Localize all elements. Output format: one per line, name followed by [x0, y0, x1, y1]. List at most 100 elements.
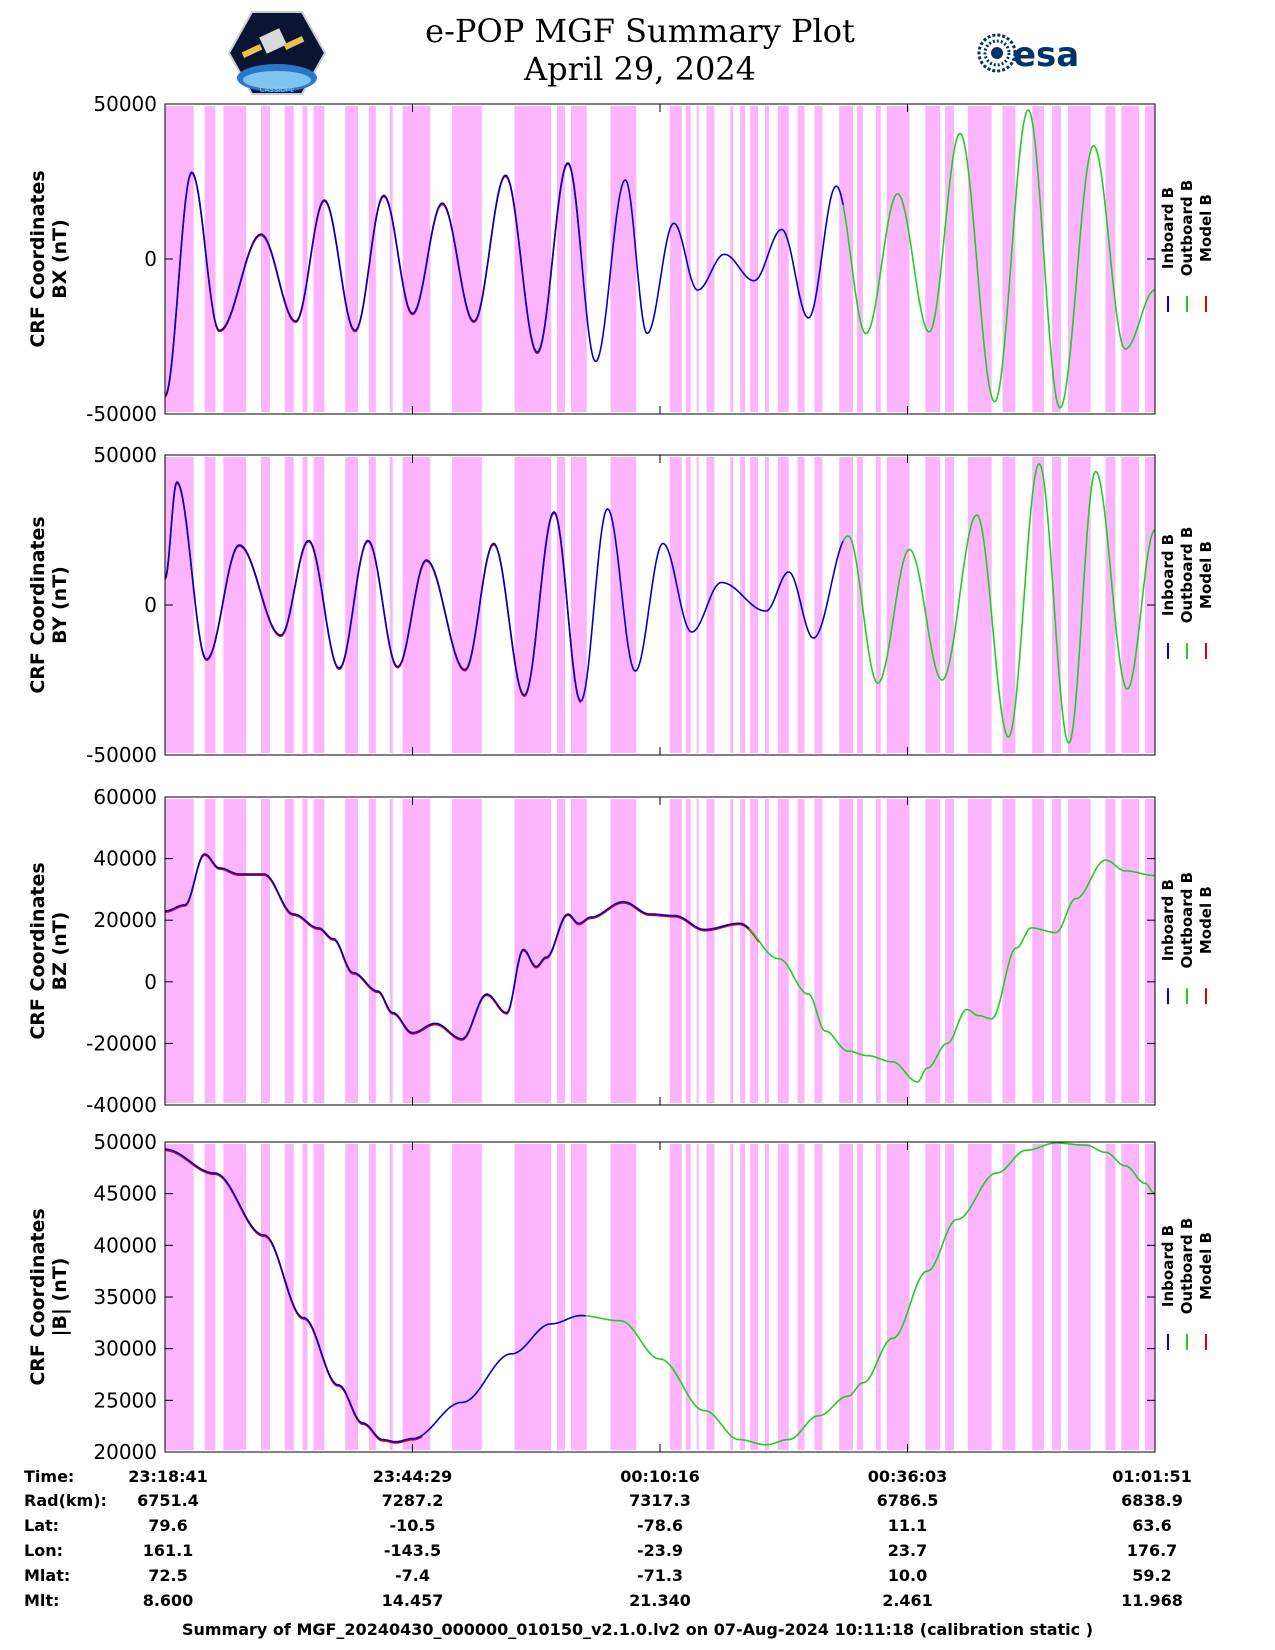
y-tick-label: -50000	[86, 743, 157, 767]
gap-band	[1002, 106, 1016, 412]
gap-band	[368, 1144, 376, 1450]
gap-band	[797, 106, 805, 412]
cassiope-logo-icon: CASSIOPE	[228, 11, 326, 95]
inboard-b-line	[164, 481, 844, 702]
gap-band	[1032, 457, 1045, 753]
y-tick-label: -50000	[86, 402, 157, 426]
y-tick-label: 45000	[93, 1182, 157, 1206]
y-axis-label: CRF Coordinates BY (nT)	[27, 516, 71, 693]
panel-1: 50000 0 -50000 CRF Coordinates BX (nT) Inboar…	[27, 92, 1215, 426]
gap-band	[669, 106, 682, 412]
legend-label: Model B	[1197, 194, 1215, 262]
y-tick-label: 25000	[93, 1388, 157, 1412]
gap-band	[402, 1144, 431, 1450]
gap-band	[223, 106, 247, 412]
gap-band	[875, 106, 881, 412]
gap-band	[402, 457, 431, 753]
gap-band	[261, 457, 270, 753]
gap-band	[706, 106, 715, 412]
y-tick-label: -20000	[86, 1031, 157, 1055]
gap-band	[261, 106, 270, 412]
gap-band	[570, 799, 587, 1103]
gap-band	[814, 106, 823, 412]
gap-band	[839, 1144, 854, 1450]
y-label-line: BX (nT)	[49, 219, 71, 299]
footer-caption: Summary of MGF_20240430_000000_010150_v2…	[181, 1620, 1094, 1639]
panel-4: 50000 45000 40000 35000 30000 25000 20000 CRF C…	[27, 1130, 1215, 1464]
gap-band	[368, 106, 376, 412]
gap-band	[1052, 799, 1061, 1103]
gap-band	[389, 106, 393, 412]
gap-band	[570, 457, 587, 753]
gap-band	[204, 1144, 216, 1450]
gap-band	[740, 457, 746, 753]
gap-band	[223, 457, 247, 753]
y-tick-label: 40000	[93, 847, 157, 871]
gap-band	[857, 799, 863, 1103]
legend-label: Outboard B	[1178, 872, 1196, 969]
gap-band	[1121, 799, 1140, 1103]
legend-label: Inboard B	[1159, 534, 1177, 616]
gap-band	[570, 1144, 587, 1450]
gap-band	[1052, 106, 1061, 412]
gap-band	[1067, 1144, 1091, 1450]
legend-label: Inboard B	[1159, 187, 1177, 269]
y-tick-label: 0	[144, 247, 157, 271]
gap-band	[389, 1144, 393, 1450]
gap-band	[389, 457, 393, 753]
gap-band	[1052, 1144, 1061, 1450]
gap-band	[730, 799, 734, 1103]
gap-band	[557, 457, 565, 753]
gap-band	[368, 799, 376, 1103]
legend-label: Model B	[1197, 886, 1215, 954]
legend-label: Outboard B	[1178, 1218, 1196, 1315]
y-tick-label: 20000	[93, 908, 157, 932]
gap-band	[875, 457, 881, 753]
gap-band	[557, 106, 565, 412]
gap-band	[261, 1144, 270, 1450]
inboard-b-line	[164, 162, 844, 397]
gap-band	[452, 799, 482, 1103]
y-tick-label: 40000	[93, 1233, 157, 1257]
gap-band	[740, 1144, 746, 1450]
gap-band	[814, 457, 823, 753]
data-gap-bands	[165, 1144, 1155, 1450]
y-tick-label: 50000	[93, 443, 157, 467]
gap-band	[452, 1144, 482, 1450]
gap-band	[750, 457, 759, 753]
inboard-b-line	[164, 853, 750, 1040]
gap-band	[261, 799, 270, 1103]
gap-band	[696, 457, 699, 753]
gap-band	[452, 457, 482, 753]
gap-band	[797, 799, 805, 1103]
y-tick-label: 35000	[93, 1285, 157, 1309]
plot-title: e-POP MGF Summary Plot April 29, 2024	[340, 12, 940, 88]
gap-band	[706, 1144, 715, 1450]
gap-band	[313, 457, 325, 753]
gap-band	[1067, 457, 1091, 753]
esa-logo-icon: esa	[977, 33, 1079, 75]
logo-left-text: CASSIOPE	[260, 86, 295, 94]
gap-band	[570, 106, 587, 412]
gap-band	[857, 106, 863, 412]
gap-band	[875, 799, 881, 1103]
data-gap-bands	[165, 799, 1155, 1103]
gap-band	[223, 799, 247, 1103]
gap-band	[165, 799, 194, 1103]
gap-band	[345, 457, 359, 753]
outboard-b-line	[842, 109, 1155, 409]
outboard-b-line	[585, 1142, 1156, 1446]
gap-band	[669, 1144, 682, 1450]
gap-band	[313, 1144, 325, 1450]
y-label-line: CRF Coordinates	[27, 516, 49, 693]
y-tick-label: 60000	[93, 785, 157, 809]
gap-band	[514, 457, 552, 753]
gap-band	[313, 799, 325, 1103]
y-label-line: CRF Coordinates	[27, 1208, 49, 1385]
gap-band	[839, 799, 854, 1103]
gap-band	[764, 1144, 769, 1450]
gap-band	[886, 106, 910, 412]
esa-logo-text: esa	[1013, 35, 1079, 75]
gap-band	[1145, 799, 1155, 1103]
data-gap-bands	[165, 457, 1155, 753]
